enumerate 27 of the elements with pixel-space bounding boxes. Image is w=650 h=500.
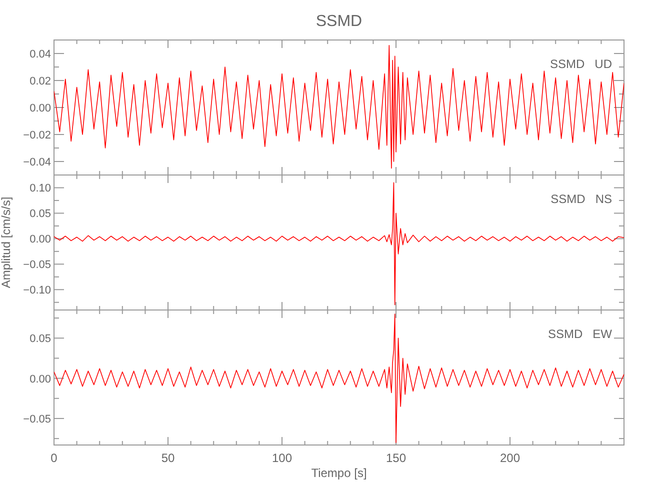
y-tick-label: −0.05: [23, 259, 51, 272]
y-tick-label: −0.02: [23, 130, 51, 142]
line-series: [54, 182, 624, 306]
y-tick-label: 0.00: [30, 102, 51, 114]
y-tick-label: 0.00: [30, 234, 51, 246]
y-tick-label: −0.05: [23, 413, 51, 426]
line-series: [54, 314, 624, 443]
y-axis-title: Amplitud [cm/s/s]: [0, 196, 13, 288]
y-tick-label: −0.10: [23, 284, 51, 297]
annotation: SSMD UD: [550, 57, 612, 71]
x-tick-label: 200: [500, 451, 520, 465]
x-tick-label: 0: [50, 451, 58, 465]
line-series: [54, 45, 624, 169]
y-tick-label: 0.05: [30, 208, 51, 220]
annotation: SSMD NS: [550, 192, 612, 206]
y-tick-label: 0.10: [30, 182, 51, 195]
y-tick-label: 0.05: [30, 333, 51, 346]
x-axis-title: Tiempo [s]: [311, 466, 367, 480]
y-tick-label: 0.04: [30, 48, 51, 60]
x-tick-label: 50: [161, 451, 175, 465]
x-tick-label: 100: [272, 451, 292, 465]
y-tick-label: −0.04: [23, 156, 51, 168]
y-tick-label: 0.02: [30, 76, 51, 88]
chart-title: SSMD: [316, 13, 362, 30]
x-tick-label: 150: [386, 451, 406, 465]
y-tick-label: 0.00: [30, 373, 51, 386]
annotation: SSMD EW: [548, 327, 613, 341]
